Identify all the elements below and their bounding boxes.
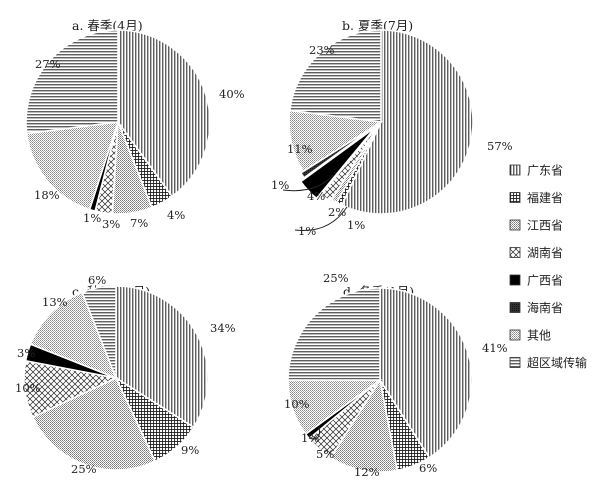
pie-title: b. 夏季(7月) <box>342 18 413 33</box>
legend-swatch <box>509 192 521 203</box>
slice-label: 12% <box>354 465 380 479</box>
pie-slice-3 <box>31 376 157 471</box>
pie-slice-8 <box>288 29 382 123</box>
leader-line <box>294 206 348 232</box>
pie-1: a. 春季(4月) 40% 4% 7% 3%1% 18% 27% <box>25 18 245 231</box>
pie-slice-6 <box>299 123 379 179</box>
pie-slice-1 <box>117 29 211 198</box>
legend-swatch <box>509 329 521 341</box>
slice-label: 5% <box>316 447 334 461</box>
slice-label: 25% <box>71 462 97 476</box>
leader-line <box>282 174 334 192</box>
legend-swatch <box>509 164 521 176</box>
pie-4: d. 冬季(1月)41%6%12%5%1%10%25% <box>284 271 508 479</box>
slice-label: 25% <box>323 271 349 285</box>
leader-line <box>308 426 320 440</box>
slice-label: 10% <box>15 381 41 395</box>
legend-label: 广东省 <box>527 164 563 178</box>
slice-label: 1% <box>271 178 289 192</box>
slice-label: 4% <box>167 208 185 222</box>
legend-label: 江西省 <box>527 219 563 233</box>
slice-label: 11% <box>287 142 313 156</box>
legend-label: 湖南省 <box>527 245 563 260</box>
slice-label: 3% <box>102 217 120 231</box>
legend-label: 超区域传输 <box>527 355 587 370</box>
slice-label: 10% <box>284 397 310 411</box>
legend-label: 其他 <box>527 329 551 343</box>
pie-slice-5 <box>299 126 376 200</box>
pie-slice-8 <box>287 287 381 381</box>
slice-label: 2% <box>328 205 346 219</box>
slice-label: 4% <box>307 189 325 203</box>
slice-label: 6% <box>88 273 106 287</box>
pie-title: a. 春季(4月) <box>72 18 143 33</box>
legend-swatch <box>509 302 521 313</box>
slice-label: 34% <box>210 321 236 335</box>
legend-swatch <box>509 274 521 286</box>
slice-label: 23% <box>309 43 335 57</box>
slice-label: 7% <box>130 216 148 230</box>
legend-swatch <box>509 247 521 258</box>
pie-slice-8 <box>81 285 117 379</box>
pie-3: c. 秋季(10月)34%9%25%10%3%13%6% <box>15 273 236 476</box>
slice-label: 18% <box>34 188 60 202</box>
pie-slice-7 <box>29 291 118 380</box>
slice-label: 9% <box>181 443 199 457</box>
slice-label: 41% <box>482 341 508 355</box>
legend-swatch <box>509 219 521 231</box>
pie-slice-7 <box>25 121 120 211</box>
slice-label: 6% <box>419 461 437 475</box>
pie-slice-3 <box>329 377 399 473</box>
slice-label: 1% <box>347 218 365 232</box>
slice-label: 57% <box>487 139 513 153</box>
pie-slice-4 <box>320 123 381 203</box>
slice-label: 27% <box>35 57 61 71</box>
pie-slice-1 <box>340 29 474 215</box>
legend-label: 福建省 <box>527 190 563 205</box>
slice-label: 40% <box>219 87 245 101</box>
legend-swatch <box>509 357 521 368</box>
slice-label: 13% <box>42 295 68 309</box>
pie-slice-8 <box>25 29 119 135</box>
legend-label: 海南省 <box>527 300 563 315</box>
legend-label: 广西省 <box>527 274 563 288</box>
slice-label: 3% <box>17 346 35 360</box>
pie-2: b. 夏季(7月)57%1%1%2%4%1%11%23% <box>271 18 513 238</box>
slice-label: 1% <box>298 224 316 238</box>
slice-label: 1% <box>83 211 101 225</box>
